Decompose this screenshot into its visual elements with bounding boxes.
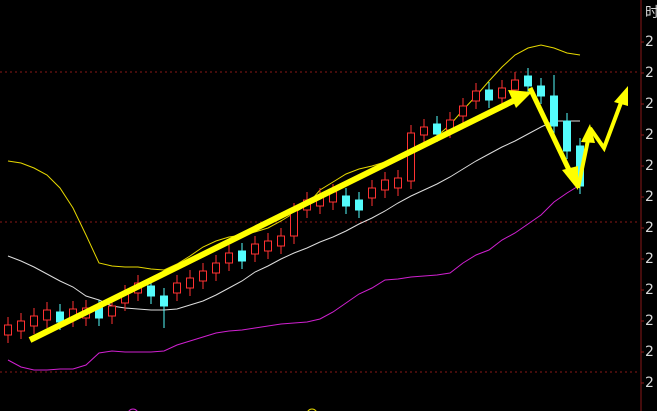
candle-body xyxy=(225,252,233,264)
candle-body xyxy=(277,235,285,247)
candle-body xyxy=(407,132,415,182)
plot-area xyxy=(0,44,640,373)
y-tick-label: 2 xyxy=(645,375,654,391)
candle-body xyxy=(394,177,402,189)
candle-body xyxy=(524,75,532,87)
candle-body xyxy=(147,285,155,297)
candle-body xyxy=(381,179,389,191)
band-line xyxy=(7,184,581,371)
candle-body xyxy=(212,262,220,274)
candle-body xyxy=(433,123,441,135)
candle-body xyxy=(342,195,350,207)
y-tick-label: 2 xyxy=(645,251,654,267)
indicator-dot xyxy=(307,408,317,411)
candle-body xyxy=(511,79,519,91)
arrow-head xyxy=(614,86,628,106)
candle-body xyxy=(420,126,428,136)
indicator-dot xyxy=(128,408,138,411)
candle-body xyxy=(17,320,25,332)
candle-body xyxy=(563,120,571,152)
arrow-head xyxy=(581,124,595,143)
y-tick-label: 2 xyxy=(645,220,654,236)
candle-body xyxy=(498,87,506,99)
candle-body xyxy=(290,210,298,237)
y-tick-label: 2 xyxy=(645,282,654,298)
candle-body xyxy=(264,240,272,252)
candle-body xyxy=(238,250,246,262)
candle-body xyxy=(472,90,480,102)
trend-arrow xyxy=(576,139,590,189)
candle-body xyxy=(160,295,168,307)
candle-body xyxy=(251,243,259,255)
candle-body xyxy=(368,187,376,199)
y-tick-label: 2 xyxy=(645,65,654,81)
y-tick-label: 2 xyxy=(645,96,654,112)
trend-arrow xyxy=(28,97,517,343)
y-tick-label: 2 xyxy=(645,34,654,50)
y-tick-label: 2 xyxy=(645,189,654,205)
candle-body xyxy=(355,199,363,211)
candle-body xyxy=(4,324,12,336)
candle-body xyxy=(173,282,181,294)
trend-arrow xyxy=(588,99,624,153)
corner-label: 时 xyxy=(645,5,657,21)
candle-body xyxy=(30,315,38,327)
candle-body xyxy=(550,95,558,127)
arrow-head xyxy=(508,90,532,108)
candle-body xyxy=(108,305,116,317)
y-tick-label: 2 xyxy=(645,158,654,174)
candle-body xyxy=(485,89,493,101)
trend-arrow xyxy=(527,86,573,174)
candle-body xyxy=(186,277,194,289)
trend-arrows xyxy=(28,86,628,343)
candle-body xyxy=(459,105,467,117)
y-tick-label: 2 xyxy=(645,344,654,360)
candle-body xyxy=(199,270,207,282)
arrow-head xyxy=(562,166,578,190)
y-tick-label: 2 xyxy=(645,127,654,143)
candle-body xyxy=(56,311,64,323)
candle-body xyxy=(43,309,51,321)
candle-body xyxy=(537,85,545,97)
y-tick-label: 2 xyxy=(645,313,654,329)
